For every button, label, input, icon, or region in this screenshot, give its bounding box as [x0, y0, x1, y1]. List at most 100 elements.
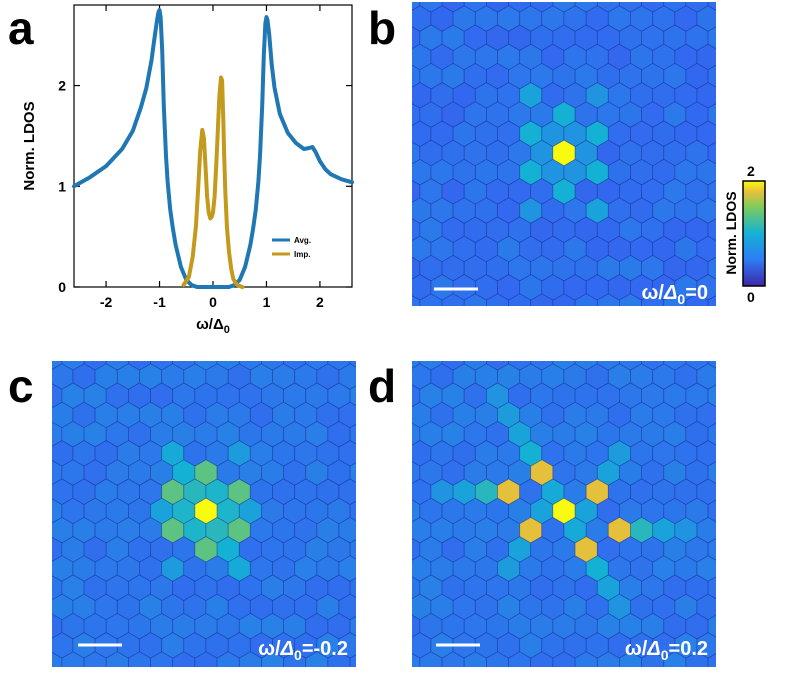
ldos-map-c	[29, 361, 356, 667]
energy-c-sub: 0	[294, 647, 302, 663]
legend: Avg. Imp.	[272, 236, 311, 259]
energy-b-main: ω/	[642, 282, 665, 304]
ldos-site	[29, 517, 51, 543]
ldos-site	[663, 651, 687, 667]
ldos-site	[619, 651, 642, 667]
y-tick-label: 0	[58, 279, 66, 295]
energy-d-sub: 0	[661, 647, 669, 663]
x-tick-label: -2	[100, 294, 113, 310]
ldos-site	[52, 652, 63, 667]
x-tick-label: -1	[153, 294, 166, 310]
colorbar-max-label: 2	[747, 163, 755, 179]
x-tick-label: 1	[263, 294, 271, 310]
ldos-site	[552, 293, 576, 306]
ldos-map-d	[412, 361, 716, 667]
ldos-site	[463, 293, 487, 306]
ldos-site	[530, 293, 554, 306]
colorbar-title: Norm. LDOS	[723, 191, 739, 274]
ldos-site	[508, 651, 532, 667]
energy-c-rest: =-0.2	[302, 638, 348, 660]
legend-label-avg: Avg.	[294, 236, 311, 245]
energy-d-delta: Δ	[646, 638, 660, 660]
y-tick-label: 2	[58, 78, 66, 94]
ldos-site	[194, 651, 218, 667]
ldos-site	[419, 293, 443, 306]
panel-label-c: c	[8, 360, 34, 412]
ldos-site	[685, 293, 709, 306]
ldos-site	[485, 651, 510, 667]
ldos-site	[619, 293, 642, 306]
ldos-site	[685, 651, 709, 667]
ldos-site	[663, 293, 687, 306]
ldos-site	[641, 293, 665, 306]
series-line-avg	[72, 8, 354, 289]
ldos-site	[707, 653, 716, 667]
ldos-site	[61, 651, 85, 667]
ldos-site	[238, 651, 262, 667]
energy-label-b: ω/Δ0=0	[642, 282, 709, 307]
energy-c-main: ω/	[258, 638, 281, 660]
panel-label-d: d	[368, 360, 396, 412]
y-axis-label: Norm. LDOS	[21, 101, 38, 190]
ldos-site	[349, 654, 356, 667]
ldos-site	[707, 295, 716, 306]
ldos-site	[305, 651, 329, 667]
ldos-site	[105, 651, 129, 667]
ldos-site	[596, 293, 620, 306]
ldos-site	[172, 651, 196, 667]
ldos-site	[419, 651, 443, 667]
energy-d-main: ω/	[625, 638, 648, 660]
ldos-site	[641, 651, 665, 667]
energy-d-rest: =0.2	[669, 638, 708, 660]
x-tick-label: 0	[209, 294, 217, 310]
ldos-site	[29, 441, 51, 467]
ldos-site	[412, 653, 421, 667]
colorbar-gradient	[742, 180, 766, 287]
ldos-site	[260, 651, 285, 667]
x-tick-label: 2	[316, 294, 324, 310]
x-axis-label-main: ω/Δ	[196, 316, 224, 333]
ldos-site	[29, 479, 51, 505]
ldos-site	[574, 651, 598, 667]
energy-b-delta: Δ	[663, 282, 677, 304]
ldos-site	[485, 293, 510, 306]
ldos-site	[83, 651, 107, 667]
ldos-site	[441, 651, 465, 667]
panel-label-b: b	[368, 2, 396, 54]
energy-c-delta: Δ	[280, 638, 294, 660]
energy-label-c: ω/Δ0=-0.2	[258, 638, 348, 663]
ldos-site	[508, 293, 532, 306]
ldos-site	[29, 633, 51, 659]
x-axis-label-sub: 0	[224, 324, 230, 336]
series-group	[72, 8, 354, 289]
ldos-site	[441, 293, 465, 306]
ldos-site	[574, 293, 598, 306]
energy-label-d: ω/Δ0=0.2	[625, 638, 708, 663]
plot-frame	[73, 4, 353, 288]
colorbar-min-label: 0	[747, 289, 755, 305]
ldos-site	[530, 651, 554, 667]
ldos-site	[216, 651, 240, 667]
ldos-site	[412, 295, 421, 306]
ldos-site	[29, 556, 51, 582]
ldos-site	[596, 651, 620, 667]
panel-label-a: a	[8, 2, 34, 54]
ldos-site	[127, 651, 152, 667]
energy-b-rest: =0	[685, 282, 708, 304]
ldos-site	[327, 651, 351, 667]
legend-label-imp: Imp.	[294, 250, 310, 259]
ldos-site	[29, 594, 51, 620]
y-tick-label: 1	[58, 178, 66, 194]
ldos-map-b	[412, 2, 716, 306]
ldos-site	[150, 651, 174, 667]
ldos-site	[463, 651, 487, 667]
energy-b-sub: 0	[677, 291, 685, 307]
colorbar: 2 0 Norm. LDOS	[723, 163, 766, 305]
ldos-site	[552, 651, 576, 667]
ldos-site	[283, 651, 307, 667]
x-axis-label: ω/Δ0	[196, 316, 230, 336]
axis-ticks: -2 -1 0 1 2 0 1 2	[58, 5, 352, 310]
series-line-imp	[181, 75, 245, 289]
